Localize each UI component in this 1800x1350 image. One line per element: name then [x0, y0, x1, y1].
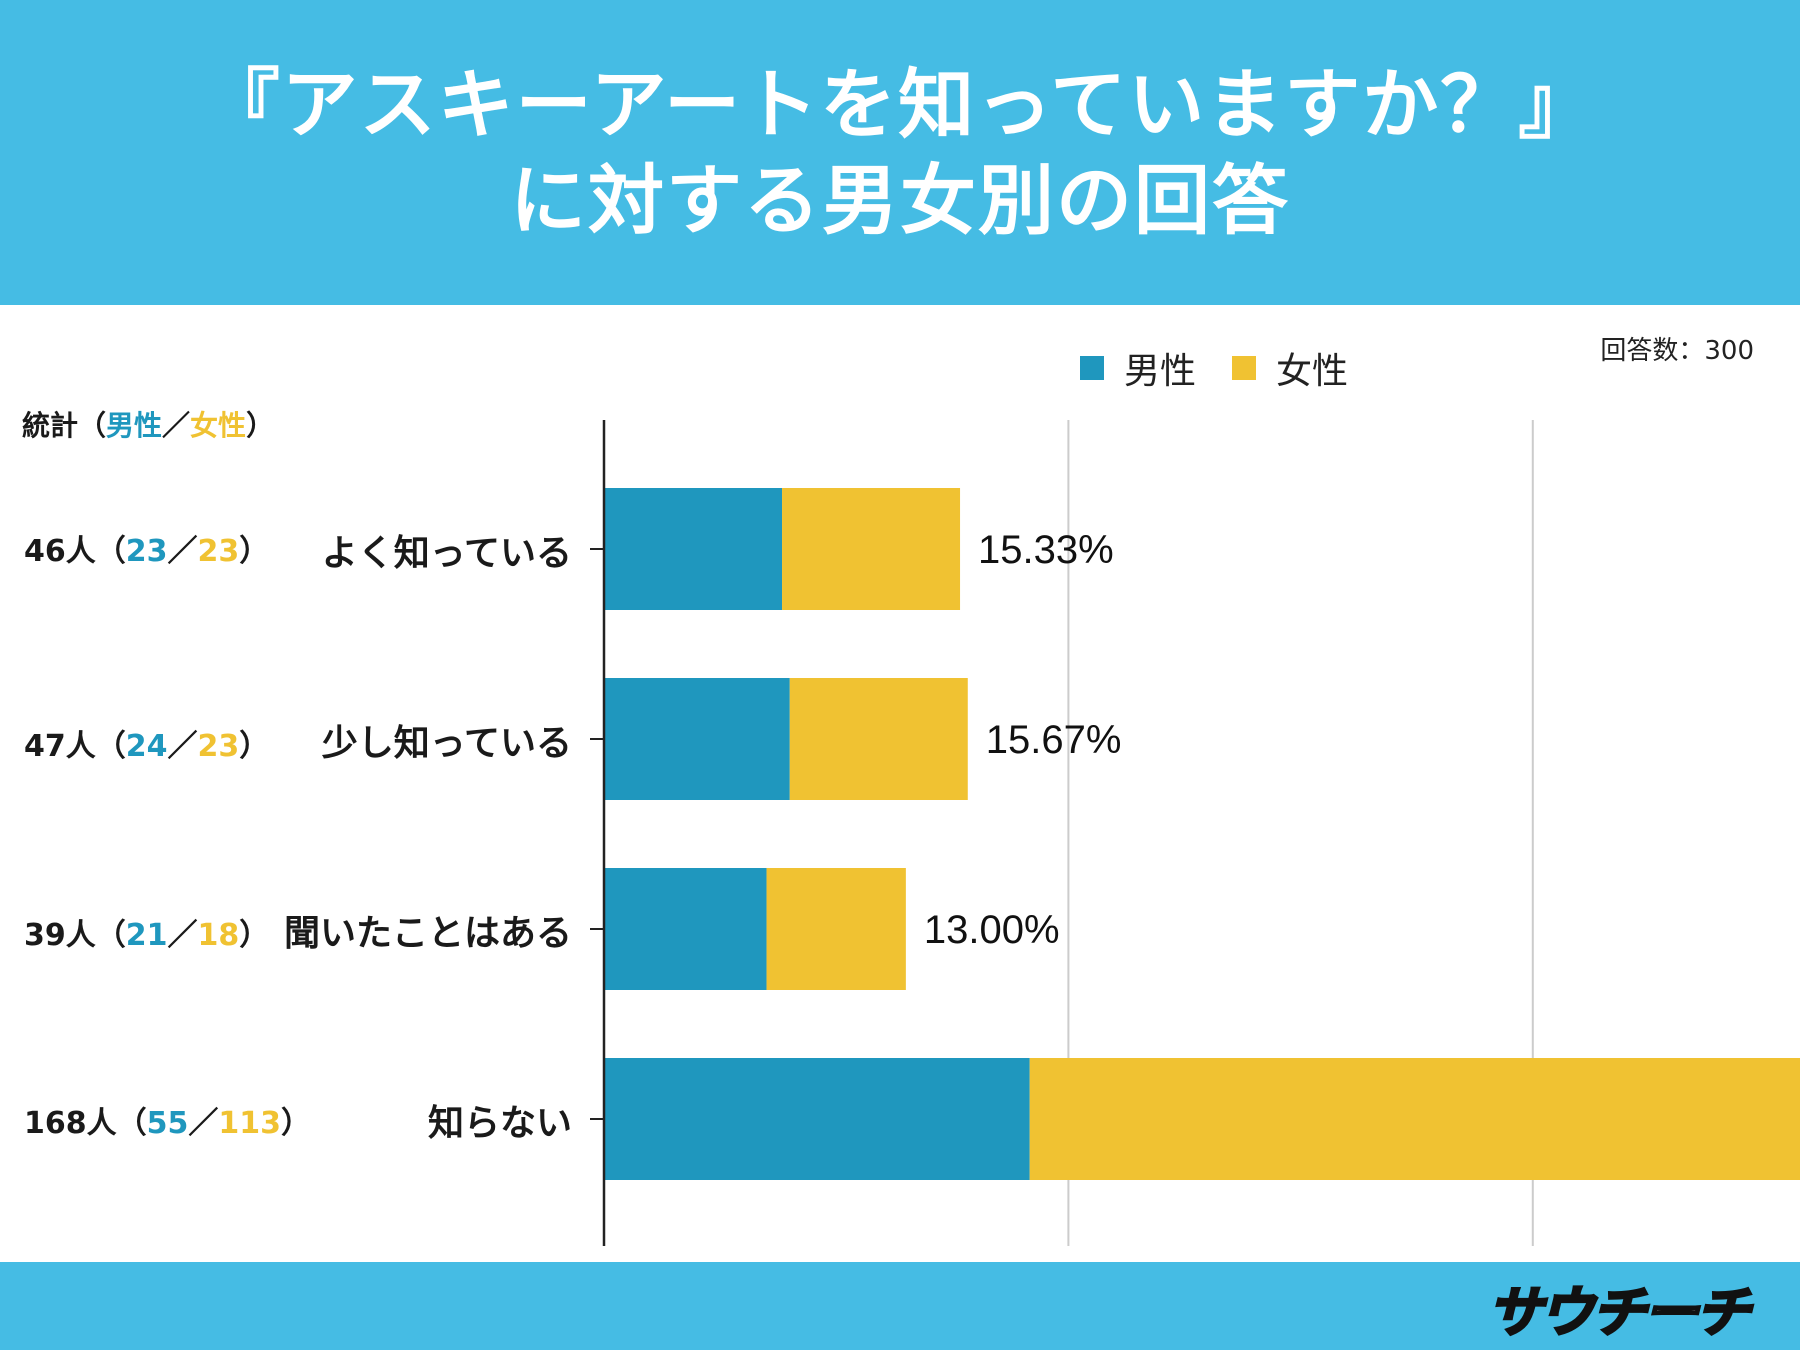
category-label-3: 聞いたことはある [283, 913, 572, 954]
stat-sep: ／ [167, 534, 198, 569]
legend-label-male: 男性 [1124, 351, 1197, 392]
data-label-1: 15.33% [978, 528, 1114, 572]
legend-swatch-female [1232, 356, 1257, 380]
data-label-3: 13.00% [924, 908, 1060, 952]
stat-male: 55 [146, 1106, 189, 1141]
footer-band: サウチーチ [0, 1262, 1800, 1350]
legend-swatch-male [1080, 356, 1104, 380]
stats-header-suffix: ） [246, 409, 275, 442]
bar-male-4 [604, 1058, 1030, 1180]
title-line-2: に対する男女別の回答 [510, 155, 1290, 245]
stat-total: 46人 [24, 534, 96, 569]
stat-row-2: 47人（24／23） [24, 721, 269, 765]
stat-total: 39人 [24, 918, 96, 953]
stat-open: （ [95, 918, 126, 953]
stats-header-prefix: 統計（ [22, 409, 107, 442]
stat-male: 23 [125, 534, 168, 569]
bar-female-1 [782, 488, 961, 610]
legend-item-female: 女性 [1232, 342, 1348, 394]
stat-total: 168人 [24, 1106, 117, 1141]
stat-male: 24 [125, 729, 168, 764]
bar-male-2 [604, 678, 790, 800]
respondent-count: 回答数：300 [1600, 336, 1754, 366]
stat-row-1: 46人（23／23） [24, 526, 269, 570]
stat-sep: ／ [167, 918, 198, 953]
legend: 男性 女性 [1080, 342, 1384, 394]
stat-sep: ／ [167, 729, 198, 764]
stat-open: （ [95, 534, 126, 569]
stat-close: ） [281, 1106, 311, 1141]
data-label-2: 15.67% [986, 718, 1122, 762]
brand-logo: サウチーチ [1487, 1272, 1752, 1345]
stat-female: 18 [197, 918, 240, 953]
stat-close: ） [239, 918, 270, 953]
stat-close: ） [239, 534, 270, 569]
stat-female: 23 [197, 534, 240, 569]
bar-male-1 [604, 488, 783, 610]
brand-logo-text: サウチーチ [1487, 1279, 1752, 1345]
bar-female-3 [766, 868, 906, 990]
bar-chart: 15.33%15.67%13.00%56.00% [590, 420, 1800, 1246]
stats-header-female: 女性 [190, 409, 247, 442]
stat-total: 47人 [24, 729, 96, 764]
category-label-4: 知らない [427, 1103, 572, 1144]
stat-male: 21 [125, 918, 168, 953]
stat-female: 113 [218, 1106, 281, 1141]
stat-row-4: 168人（55／113） [24, 1098, 311, 1142]
category-label-2: 少し知っている [321, 723, 572, 764]
title-line-1: 『アスキーアートを知っていますか？』 [203, 59, 1597, 149]
stats-header-male: 男性 [106, 409, 163, 442]
stat-row-3: 39人（21／18） [24, 910, 269, 954]
bar-male-3 [604, 868, 767, 990]
stats-header: 統計（男性／女性） [22, 404, 274, 444]
legend-label-female: 女性 [1276, 351, 1349, 392]
bar-female-4 [1029, 1058, 1800, 1180]
header-banner: 『アスキーアートを知っていますか？』 に対する男女別の回答 [0, 0, 1800, 305]
stats-header-sep: ／ [162, 409, 191, 442]
stat-close: ） [239, 729, 270, 764]
legend-item-male: 男性 [1080, 342, 1196, 394]
stat-open: （ [95, 729, 126, 764]
stat-female: 23 [197, 729, 240, 764]
stat-sep: ／ [188, 1106, 219, 1141]
stat-open: （ [116, 1106, 147, 1141]
bar-female-2 [789, 678, 968, 800]
category-label-1: よく知っている [321, 533, 572, 574]
